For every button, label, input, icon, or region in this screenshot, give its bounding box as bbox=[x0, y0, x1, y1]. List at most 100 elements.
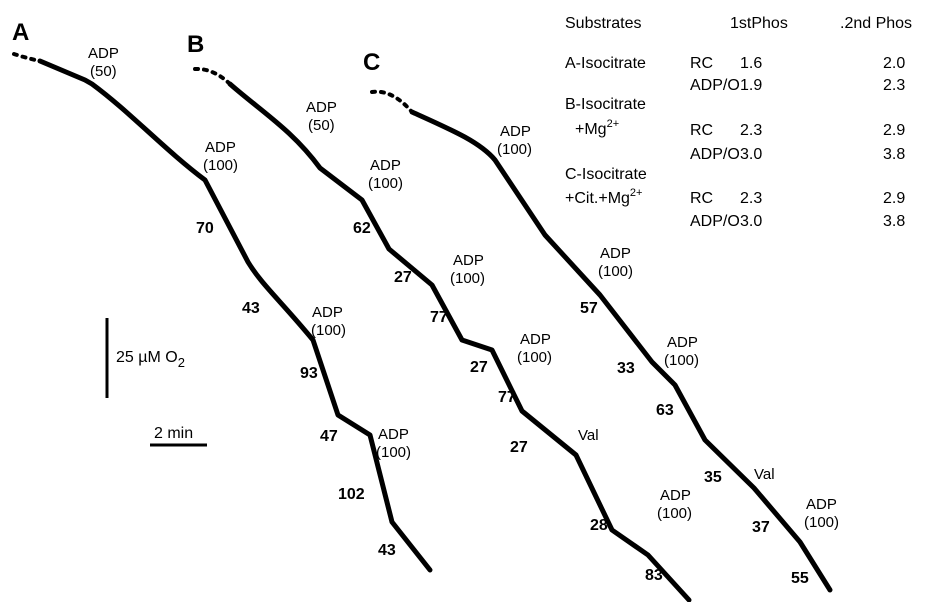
addition-amount: (100) bbox=[657, 505, 692, 522]
rate-label: 43 bbox=[242, 300, 260, 317]
rate-label: 27 bbox=[510, 439, 528, 456]
table-param: ADP/O bbox=[690, 146, 740, 163]
trace-a-baseline bbox=[12, 52, 42, 63]
panel-b-annotations: ADP (50) ADP (100) ADP (100) ADP (100) V… bbox=[306, 99, 692, 584]
rate-label: 55 bbox=[791, 570, 809, 587]
trace-a-line bbox=[37, 58, 433, 573]
addition-amount: (100) bbox=[804, 514, 839, 531]
table-value-second: 3.8 bbox=[883, 146, 905, 163]
time-scale-label: 2 min bbox=[154, 425, 193, 442]
rate-label: 33 bbox=[617, 360, 635, 377]
rate-label: 28 bbox=[590, 517, 608, 534]
trace-c-baseline bbox=[370, 89, 414, 114]
addition-label: ADP bbox=[312, 304, 343, 321]
trace-a bbox=[12, 52, 433, 573]
oxygen-scale-bar: 25 µM O2 bbox=[105, 318, 185, 398]
addition-amount: (100) bbox=[598, 263, 633, 280]
table-header-first-phos: 1stPhos bbox=[730, 15, 788, 32]
substrate-additive-text: +Mg bbox=[575, 121, 607, 138]
table-param: RC bbox=[690, 190, 713, 207]
table-value-second: 2.9 bbox=[883, 122, 905, 139]
table-param: RC bbox=[690, 55, 713, 72]
substrate-additive: +Mg2+ bbox=[575, 118, 619, 138]
rate-label: 83 bbox=[645, 567, 663, 584]
substrate-additive-text: +Cit.+Mg bbox=[565, 190, 630, 207]
rate-label: 43 bbox=[378, 542, 396, 559]
addition-amount: (100) bbox=[376, 444, 411, 461]
addition-label: Val bbox=[578, 427, 599, 444]
oxygen-scale-prefix: 25 µM O bbox=[116, 349, 178, 366]
table-value-first: 3.0 bbox=[740, 146, 762, 163]
results-table: Substrates 1stPhos .2nd Phos A-Isocitrat… bbox=[565, 15, 912, 230]
table-header-substrates: Substrates bbox=[565, 15, 641, 32]
table-value-first: 2.3 bbox=[740, 122, 762, 139]
addition-amount: (100) bbox=[450, 270, 485, 287]
rate-label: 37 bbox=[752, 519, 770, 536]
panel-letter-a: A bbox=[12, 19, 29, 46]
rate-label: 102 bbox=[338, 486, 365, 503]
addition-label: ADP bbox=[370, 157, 401, 174]
addition-amount: (50) bbox=[90, 63, 117, 80]
substrate-additive-sup: 2+ bbox=[630, 187, 643, 199]
table-value-first: 1.6 bbox=[740, 55, 762, 72]
rate-label: 47 bbox=[320, 428, 338, 445]
addition-label: ADP bbox=[453, 252, 484, 269]
addition-label: ADP bbox=[205, 139, 236, 156]
rate-label: 70 bbox=[196, 220, 214, 237]
substrate-additive: +Cit.+Mg2+ bbox=[565, 187, 642, 207]
rate-label: 63 bbox=[656, 402, 674, 419]
table-value-first: 3.0 bbox=[740, 213, 762, 230]
addition-label: ADP bbox=[306, 99, 337, 116]
panel-letter-c: C bbox=[363, 49, 380, 76]
table-value-first: 2.3 bbox=[740, 190, 762, 207]
trace-b-baseline bbox=[193, 66, 232, 86]
addition-label: ADP bbox=[88, 45, 119, 62]
addition-amount: (100) bbox=[497, 141, 532, 158]
rate-label: 93 bbox=[300, 365, 318, 382]
table-header-second-phos: .2nd Phos bbox=[840, 15, 912, 32]
panel-letter-b: B bbox=[187, 31, 204, 58]
substrate-name: A-Isocitrate bbox=[565, 55, 646, 72]
panel-a-annotations: ADP (50) ADP (100) ADP (100) ADP (100) 7… bbox=[88, 45, 411, 559]
addition-amount: (50) bbox=[308, 117, 335, 134]
addition-label: ADP bbox=[500, 123, 531, 140]
addition-amount: (100) bbox=[311, 322, 346, 339]
table-value-first: 1.9 bbox=[740, 77, 762, 94]
rate-label: 77 bbox=[498, 389, 516, 406]
rate-label: 77 bbox=[430, 309, 448, 326]
table-value-second: 2.3 bbox=[883, 77, 905, 94]
rate-label: 57 bbox=[580, 300, 598, 317]
table-param: RC bbox=[690, 122, 713, 139]
addition-label: ADP bbox=[520, 331, 551, 348]
addition-label: Val bbox=[754, 466, 775, 483]
rate-label: 62 bbox=[353, 220, 371, 237]
table-param: ADP/O bbox=[690, 213, 740, 230]
table-value-second: 2.0 bbox=[883, 55, 905, 72]
substrate-additive-sup: 2+ bbox=[607, 118, 620, 130]
substrate-name: B-Isocitrate bbox=[565, 96, 646, 113]
trace-c bbox=[370, 89, 833, 593]
addition-amount: (100) bbox=[203, 157, 238, 174]
trace-b bbox=[193, 66, 692, 602]
addition-label: ADP bbox=[806, 496, 837, 513]
oxygen-scale-label: 25 µM O2 bbox=[116, 349, 185, 370]
table-param: ADP/O bbox=[690, 77, 740, 94]
substrate-name: C-Isocitrate bbox=[565, 166, 647, 183]
table-value-second: 2.9 bbox=[883, 190, 905, 207]
rate-label: 27 bbox=[470, 359, 488, 376]
addition-amount: (100) bbox=[368, 175, 403, 192]
rate-label: 27 bbox=[394, 269, 412, 286]
addition-amount: (100) bbox=[664, 352, 699, 369]
addition-label: ADP bbox=[660, 487, 691, 504]
trace-b-line bbox=[227, 81, 692, 602]
table-value-second: 3.8 bbox=[883, 213, 905, 230]
oxygen-scale-subscript: 2 bbox=[178, 355, 185, 370]
rate-label: 35 bbox=[704, 469, 722, 486]
trace-c-line bbox=[409, 109, 833, 593]
time-scale-bar: 2 min bbox=[150, 425, 207, 447]
addition-label: ADP bbox=[378, 426, 409, 443]
addition-label: ADP bbox=[600, 245, 631, 262]
addition-amount: (100) bbox=[517, 349, 552, 366]
panel-c-annotations: ADP (100) ADP (100) ADP (100) Val ADP (1… bbox=[497, 123, 839, 587]
